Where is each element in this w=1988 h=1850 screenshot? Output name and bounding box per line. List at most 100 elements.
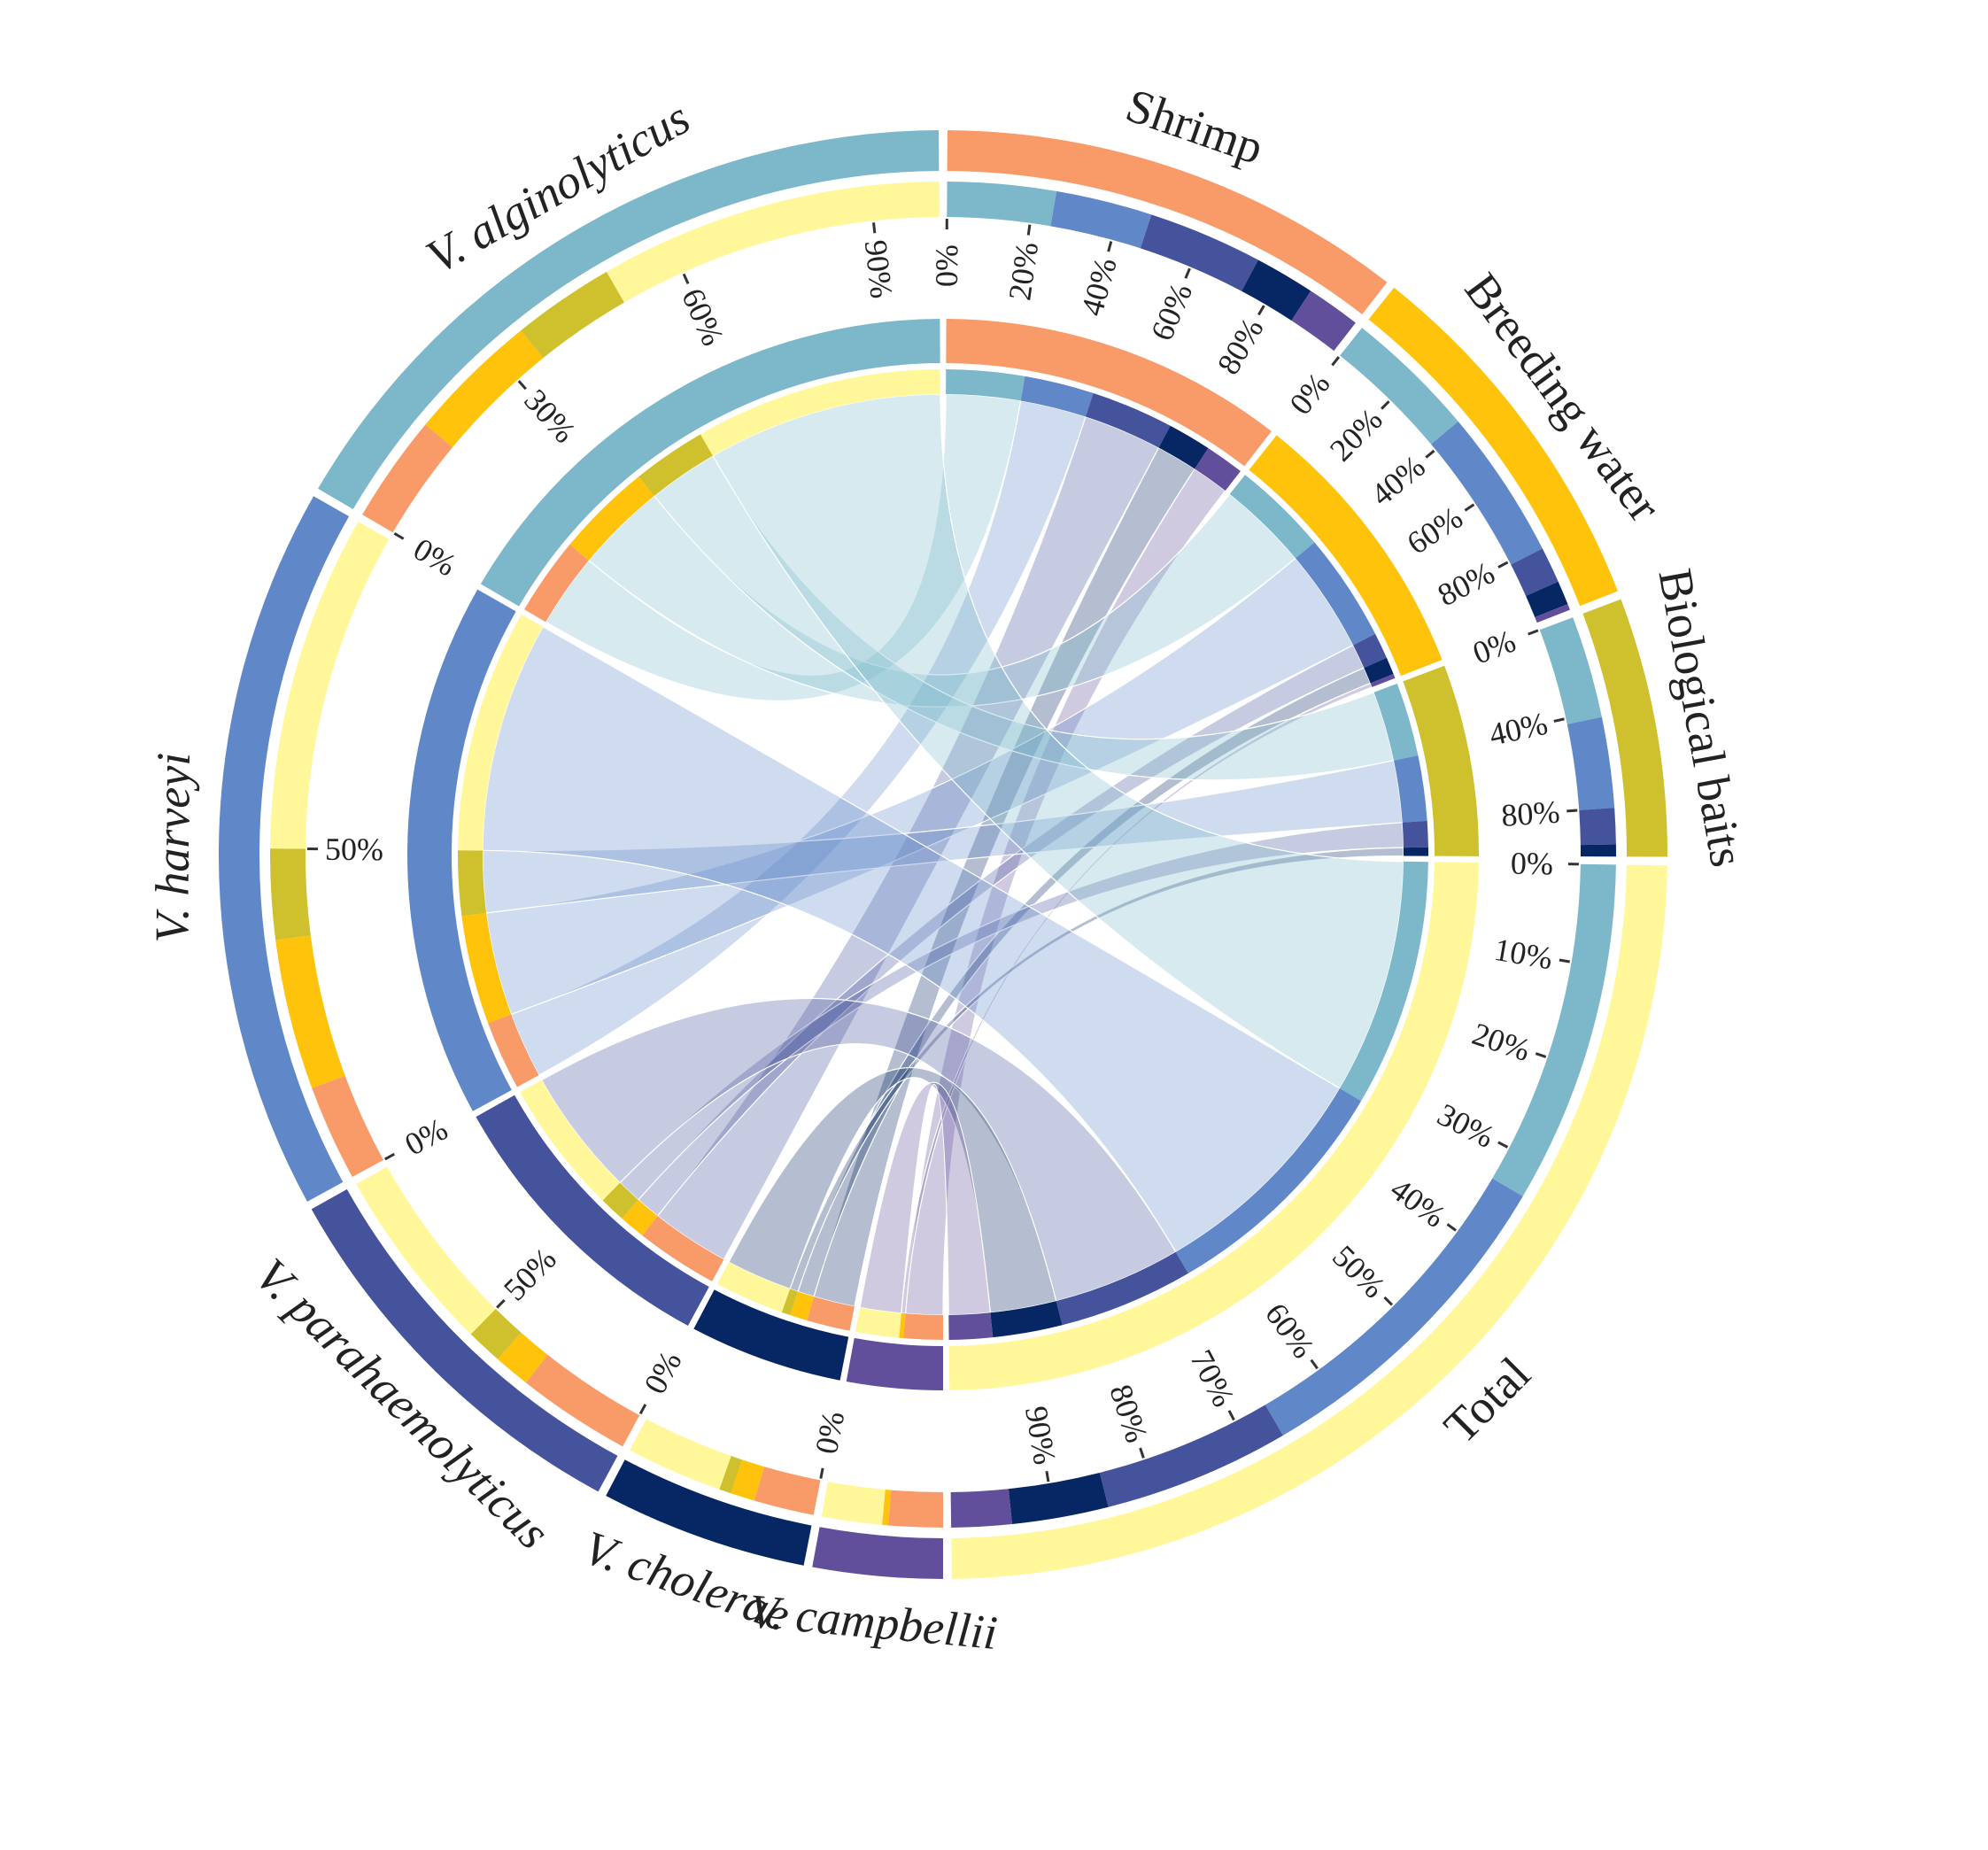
outer-part-v-alginolyticus-total (606, 182, 940, 303)
outer-part-total-v-harveyi (1265, 1178, 1523, 1436)
tick-label-breeding-water-40: 40% (1364, 448, 1431, 513)
tick-shrimp-40 (1107, 241, 1113, 252)
inner-part-total-v-alginolyticus (1339, 861, 1428, 1102)
inner-part-breeding-water-v-campbellii (1370, 674, 1396, 687)
tick-label-shrimp-60: 60% (1144, 278, 1199, 345)
inner-part-shrimp-v-alginolyticus (946, 369, 1025, 401)
inner-part-v-alginolyticus-shrimp (524, 544, 589, 623)
inner-part-total-v-campbellii (948, 1312, 994, 1340)
tick-shrimp-60 (1184, 267, 1191, 279)
tick-label-shrimp-20: 20% (1002, 240, 1045, 303)
tick-label-total-50: 50% (1326, 1238, 1392, 1304)
tick-breeding-water-60 (1464, 503, 1475, 512)
tick-label-shrimp-0: 0% (929, 244, 964, 287)
outer-part-v-harveyi-total (270, 521, 390, 849)
outer-part-total-v-cholerae (1008, 1472, 1109, 1524)
tick-label-total-0: 0% (1511, 846, 1554, 882)
inner-composition-ring (458, 369, 1428, 1340)
tick-label-total-40: 40% (1384, 1171, 1452, 1234)
inner-part-breeding-water-v-parahaemolyticus (1353, 633, 1387, 669)
outer-part-v-parahaemolyticus-breeding-water (498, 1332, 548, 1383)
inner-part-shrimp-v-cholerae (1158, 425, 1209, 469)
tick-v-alginolyticus-30 (517, 380, 527, 391)
outer-part-v-alginolyticus-biological-baits (521, 271, 624, 359)
chord-biological-baits-to-v-harveyi (482, 759, 1404, 914)
tick-breeding-water-20 (1381, 400, 1390, 410)
outer-arc-v-parahaemolyticus (311, 1188, 618, 1492)
tick-label-v-cholerae-0: 0% (808, 1408, 851, 1457)
inner-part-v-alginolyticus-total (700, 369, 940, 456)
label-v-harveyi: V. harveyi (145, 752, 200, 942)
inner-part-biological-baits-v-harveyi (1394, 755, 1427, 823)
outer-part-shrimp-v-parahaemolyticus (1140, 214, 1258, 291)
outer-part-v-cholerae-biological-baits (719, 1456, 742, 1494)
tick-label-v-harveyi-50: 50% (325, 832, 383, 868)
outer-arc-total (951, 864, 1667, 1579)
tick-label-v-parahaemolyticus-50: 50% (497, 1241, 563, 1307)
inner-part-biological-baits-v-parahaemolyticus (1402, 820, 1428, 848)
tick-label-v-harveyi-0: 0% (399, 1111, 453, 1162)
tick-total-30 (1497, 1141, 1509, 1149)
outer-part-total-v-campbellii (950, 1489, 1012, 1528)
chord-biological-baits-to-v-parahaemolyticus (619, 822, 1404, 1201)
tick-label-total-80: 80% (1102, 1380, 1155, 1446)
tick-label-breeding-water-0: 0% (1282, 366, 1336, 421)
tick-v-alginolyticus-0 (393, 532, 405, 540)
tick-total-70 (1227, 1410, 1235, 1421)
inner-part-breeding-water-v-cholerae (1364, 657, 1394, 684)
tick-label-v-alginolyticus-30: 30% (517, 383, 583, 450)
tick-shrimp-80 (1257, 305, 1265, 316)
inner-arc-total (948, 862, 1479, 1390)
tick-label-v-alginolyticus-60: 60% (675, 283, 731, 352)
tick-shrimp-20 (1026, 224, 1032, 236)
inner-part-total-v-harveyi (1175, 1088, 1362, 1273)
outer-part-v-campbellii-breeding-water (882, 1490, 892, 1526)
tick-label-total-10: 10% (1492, 932, 1556, 977)
tick-label-total-70: 70% (1183, 1344, 1242, 1413)
inner-arc-v-alginolyticus (480, 319, 940, 607)
inner-part-shrimp-v-parahaemolyticus (1085, 392, 1171, 448)
outer-arc-v-harveyi (218, 496, 350, 1202)
outer-part-biological-baits-v-alginolyticus (1539, 617, 1602, 724)
inner-part-v-parahaemolyticus-shrimp (642, 1215, 724, 1281)
inner-arc-v-parahaemolyticus (476, 1095, 709, 1327)
tick-label-total-60: 60% (1258, 1297, 1321, 1365)
tick-total-60 (1310, 1358, 1319, 1370)
tick-v-cholerae-0 (819, 1467, 824, 1479)
tick-label-total-30: 30% (1432, 1096, 1500, 1155)
inner-part-v-alginolyticus-biological-baits (638, 434, 713, 497)
tick-breeding-water-0 (1331, 356, 1341, 367)
outer-part-total-v-parahaemolyticus (1099, 1405, 1283, 1507)
outer-arc-shrimp (947, 130, 1388, 315)
outer-arc-v-campbellii (812, 1527, 943, 1579)
inner-part-v-harveyi-total (458, 614, 544, 851)
chord-breeding-water-to-v-campbellii (901, 682, 1373, 1314)
tick-label-total-20: 20% (1468, 1016, 1535, 1068)
inner-arc-v-cholerae (693, 1289, 849, 1381)
tick-total-80 (1139, 1447, 1145, 1459)
inner-part-breeding-water-v-alginolyticus (1229, 475, 1315, 559)
tick-total-90 (1045, 1471, 1050, 1482)
inner-part-total-v-cholerae (990, 1301, 1063, 1338)
outer-part-v-harveyi-shrimp (312, 1075, 383, 1178)
outer-part-breeding-water-v-parahaemolyticus (1511, 548, 1559, 596)
inner-part-shrimp-v-harveyi (1020, 375, 1094, 417)
tick-v-harveyi-0 (384, 1152, 395, 1161)
tick-label-breeding-water-80: 80% (1432, 554, 1500, 613)
inner-part-v-campbellii-total (855, 1307, 901, 1338)
outer-part-breeding-water-v-harveyi (1431, 421, 1543, 565)
outer-arc-v-alginolyticus (318, 130, 940, 510)
outer-part-v-parahaemolyticus-total (356, 1166, 496, 1335)
outer-part-v-parahaemolyticus-shrimp (525, 1354, 640, 1447)
outer-arc-v-cholerae (606, 1459, 812, 1566)
outer-part-shrimp-v-cholerae (1242, 259, 1311, 321)
tick-label-biological-baits-80: 80% (1500, 793, 1561, 832)
outer-part-shrimp-v-harveyi (1050, 190, 1152, 249)
outer-part-v-cholerae-shrimp (754, 1467, 821, 1515)
tick-v-alginolyticus-60 (682, 273, 690, 284)
outer-part-v-harveyi-breeding-water (275, 935, 345, 1088)
outer-part-biological-baits-v-cholerae (1580, 844, 1616, 857)
tick-label-v-parahaemolyticus-0: 0% (637, 1345, 688, 1399)
inner-arc-breeding-water (1249, 435, 1443, 677)
